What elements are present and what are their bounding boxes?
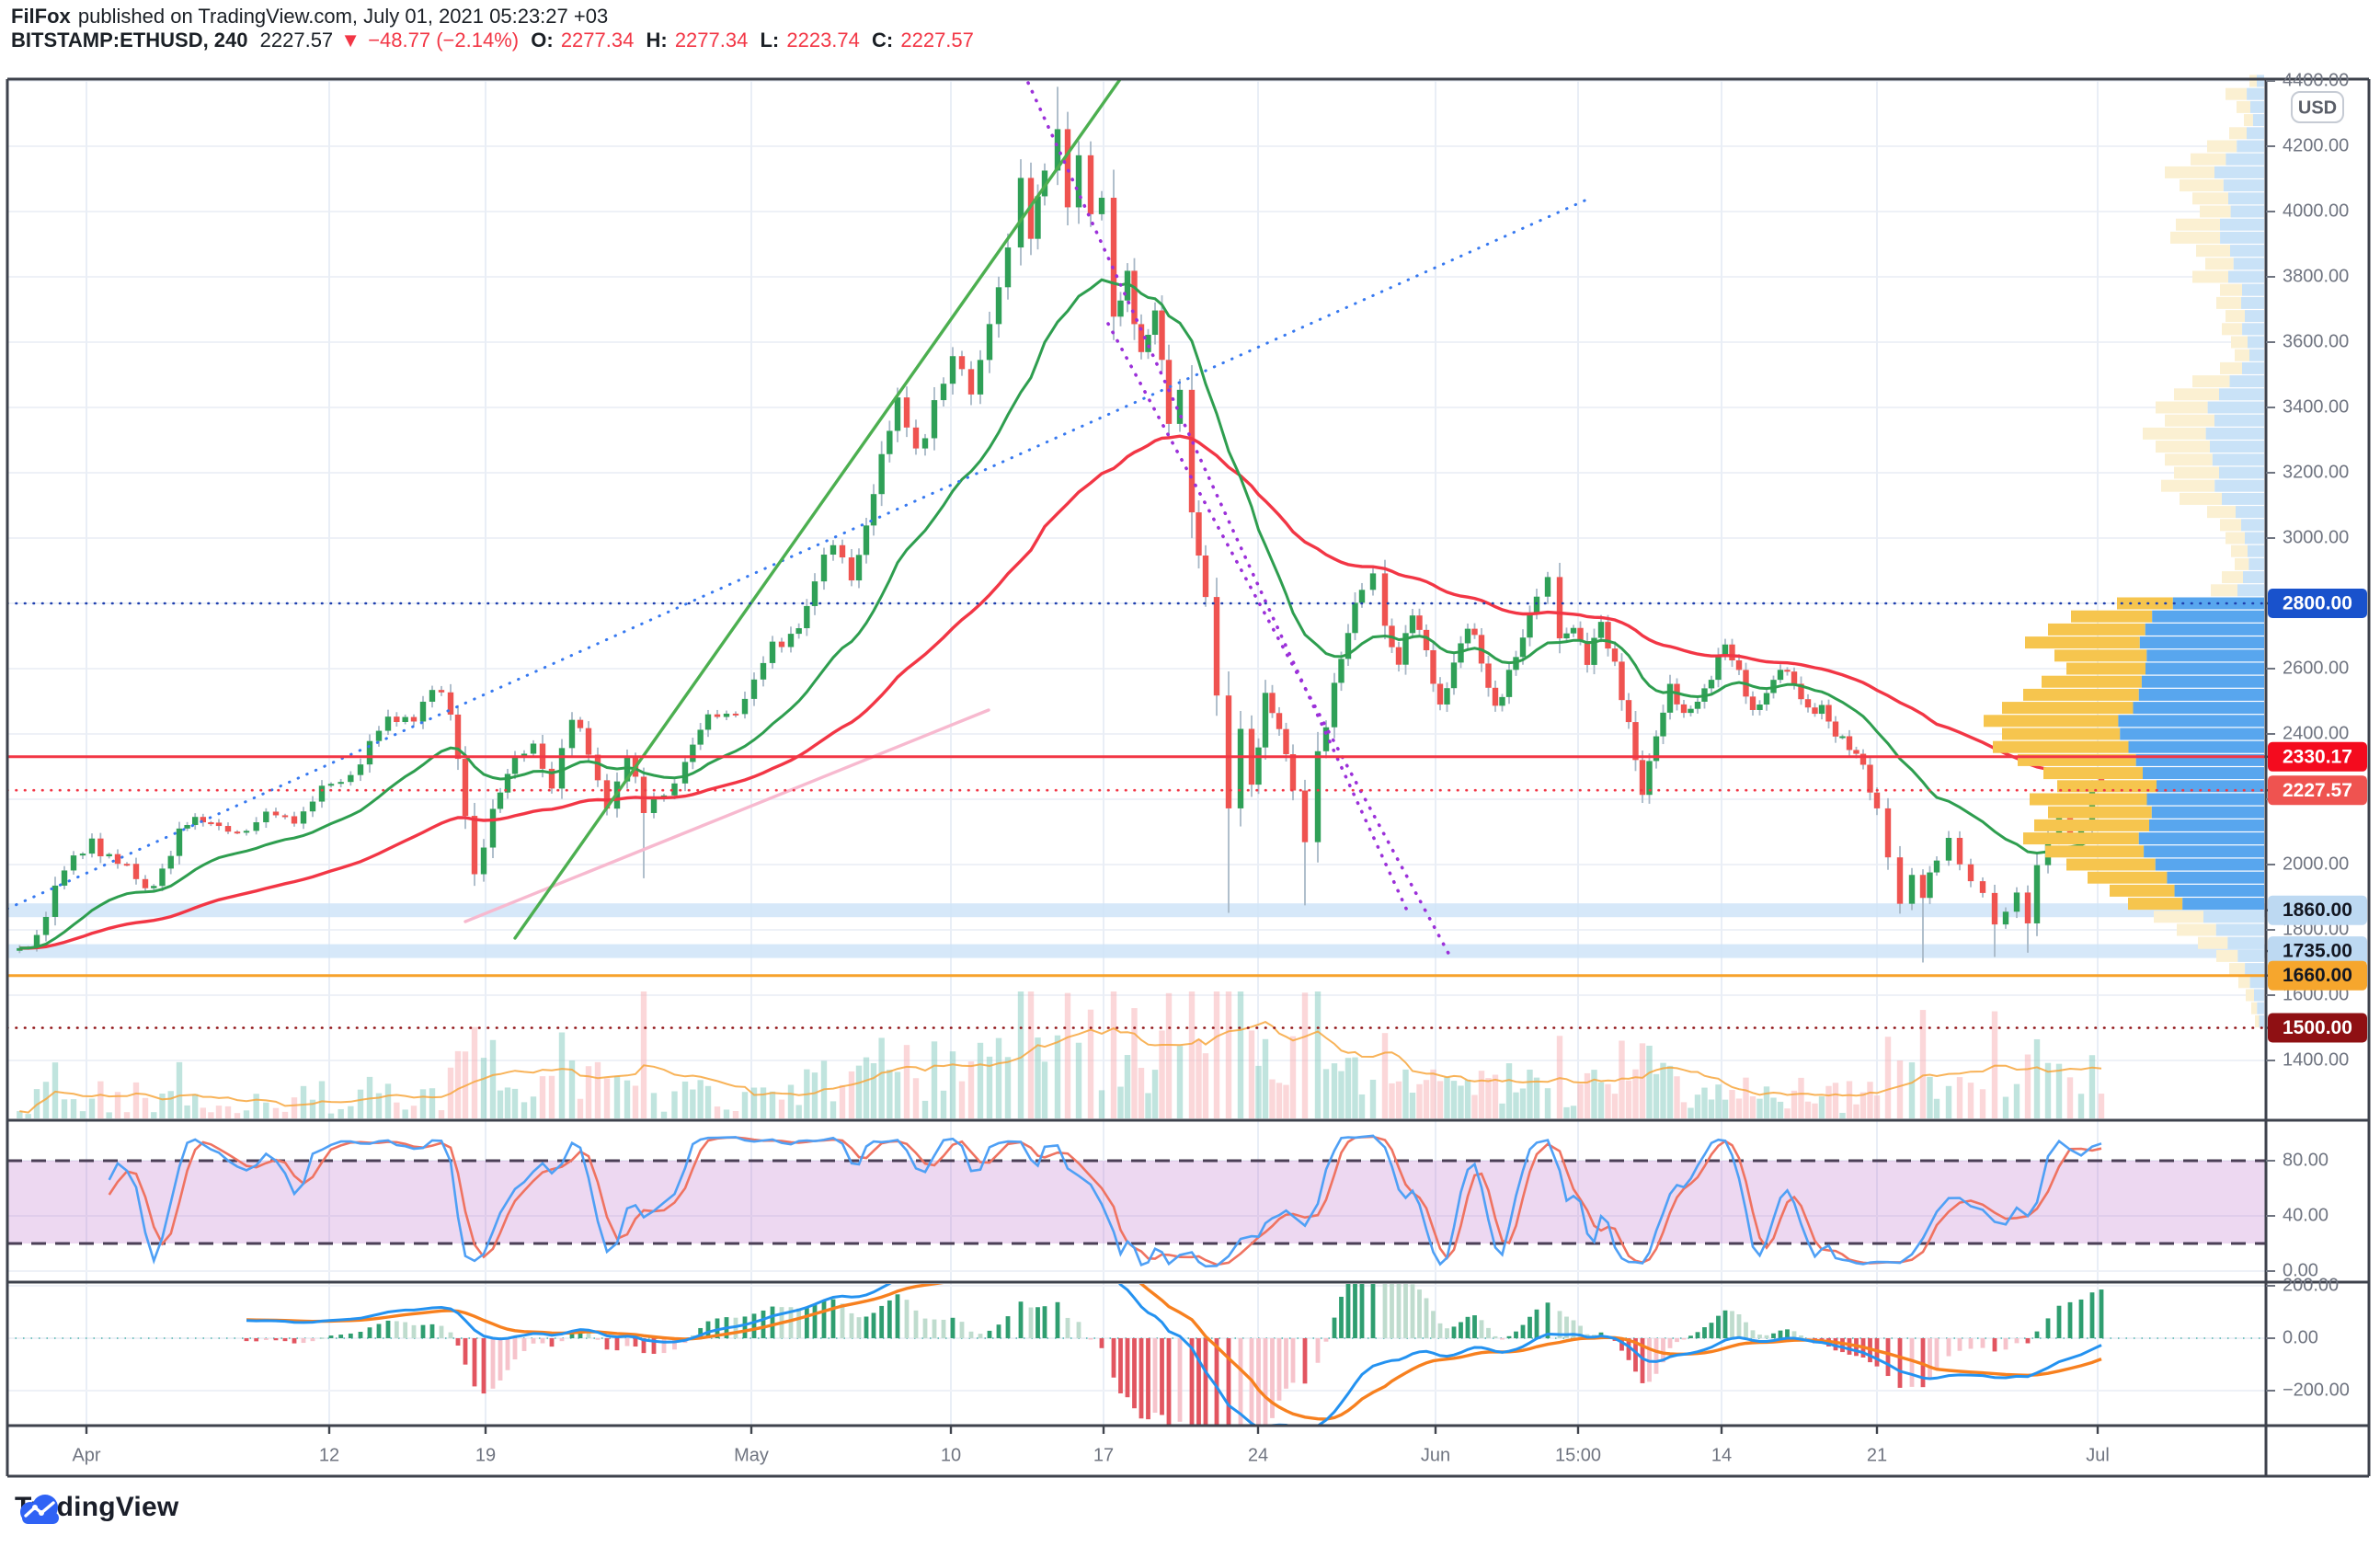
price-level-badge [2268,936,2367,967]
open-label: O: [531,29,554,52]
tradingview-cloud-icon [20,1495,59,1524]
svg-text:1400.00: 1400.00 [2283,1049,2349,1070]
svg-text:3800.00: 3800.00 [2283,266,2349,286]
low-value: 2223.74 [786,29,860,52]
down-arrow-icon: ▼ [340,29,361,52]
svg-text:3400.00: 3400.00 [2283,396,2349,417]
open-value: 2277.34 [560,29,635,52]
svg-text:3600.00: 3600.00 [2283,331,2349,351]
gridlines [7,79,2266,1426]
svg-text:17: 17 [1093,1445,1114,1465]
price-level-badge [2268,741,2367,772]
stoch-k-line [108,1134,2102,1268]
svg-text:4200.00: 4200.00 [2283,135,2349,155]
panel-frame [6,77,2371,1478]
svg-text:1735.00: 1735.00 [2283,941,2352,962]
ema-slow [19,434,2102,950]
rising-support-dotted [7,196,1593,911]
svg-text:2330.17: 2330.17 [2283,746,2352,767]
currency-button: USD [2291,91,2344,123]
steep-green-trend [513,79,1123,940]
snapshot-byline: FilFox published on TradingView.com, Jul… [11,5,614,29]
svg-text:May: May [734,1445,769,1465]
symbol-status-line: BITSTAMP:ETHUSD, 240 2227.57 ▼ −48.77 (−… [11,29,980,52]
svg-text:Apr: Apr [72,1445,100,1465]
svg-text:200.00: 200.00 [2283,1275,2339,1295]
svg-text:0.00: 0.00 [2283,1260,2318,1280]
last-price: 2227.57 [259,29,334,52]
svg-text:2000.00: 2000.00 [2283,854,2349,874]
candlestick-series [17,86,2105,963]
published-info: published on TradingView.com, July 01, 2… [77,5,609,28]
svg-text:19: 19 [475,1445,496,1465]
macd-panel [7,1284,2266,1426]
high-value: 2277.34 [674,29,749,52]
tradingview-logo[interactable]: TradingView [15,1492,178,1524]
price-level-badge [2268,1013,2367,1043]
descending-channel-b [1106,322,1453,960]
svg-text:12: 12 [319,1445,339,1465]
svg-text:2800.00: 2800.00 [2283,593,2352,614]
svg-text:3000.00: 3000.00 [2283,527,2349,547]
support-bands [7,903,2266,958]
minor-pink-support [463,708,990,923]
svg-text:80.00: 80.00 [2283,1150,2329,1170]
price-level-badge [2268,589,2367,618]
descending-channel-a [1026,81,1409,912]
volume-profile [1984,74,2264,1027]
high-label: H: [646,29,668,52]
moving-averages [19,278,2102,950]
svg-text:14: 14 [1711,1445,1732,1465]
svg-text:3200.00: 3200.00 [2283,462,2349,482]
svg-text:21: 21 [1867,1445,1887,1465]
svg-text:2400.00: 2400.00 [2283,723,2349,743]
svg-text:24: 24 [1248,1445,1268,1465]
svg-text:Jul: Jul [2086,1445,2110,1465]
svg-text:1860.00: 1860.00 [2283,900,2352,921]
low-label: L: [760,29,780,52]
stochastic-panel [7,1134,2266,1268]
trendlines [7,79,1593,960]
price-level-badges: 2800.00 2330.17 2227.57 1860.00 1735.00 1660.… [2266,589,2367,1043]
svg-text:15:00: 15:00 [1555,1445,1601,1465]
price-level-badge [2268,960,2367,991]
price-level-badge [2268,895,2367,925]
volume-histogram [17,991,2105,1118]
svg-text:40.00: 40.00 [2283,1205,2329,1225]
ema-fast [19,278,2102,950]
svg-text:1500.00: 1500.00 [2283,1017,2352,1038]
svg-text:4000.00: 4000.00 [2283,201,2349,221]
svg-text:USD: USD [2298,97,2337,118]
price-axis: 1400.001600.001800.002000.002200.002400.… [2266,70,2350,1400]
svg-text:Jun: Jun [1421,1445,1450,1465]
stoch-d-line [108,1135,2102,1266]
svg-text:0.00: 0.00 [2283,1327,2318,1347]
svg-text:10: 10 [941,1445,961,1465]
author-name: FilFox [11,5,71,28]
svg-text:−200.00: −200.00 [2283,1380,2350,1400]
time-axis: Apr 12 19 May 10 17 24 Jun 15:00 14 21 Jul [72,1426,2110,1465]
svg-text:4400.00: 4400.00 [2283,70,2349,90]
close-label: C: [872,29,894,52]
svg-text:2227.57: 2227.57 [2283,780,2352,801]
symbol-interval: BITSTAMP:ETHUSD, 240 [11,29,248,52]
usd-axis-button [2291,91,2344,123]
macd-line [246,1284,2102,1426]
price-change: −48.77 (−2.14%) [368,29,520,52]
svg-text:2600.00: 2600.00 [2283,658,2349,678]
svg-text:1660.00: 1660.00 [2283,965,2352,986]
price-level-lines [6,602,2268,1029]
close-value: 2227.57 [900,29,974,52]
price-level-badge [2268,775,2367,806]
